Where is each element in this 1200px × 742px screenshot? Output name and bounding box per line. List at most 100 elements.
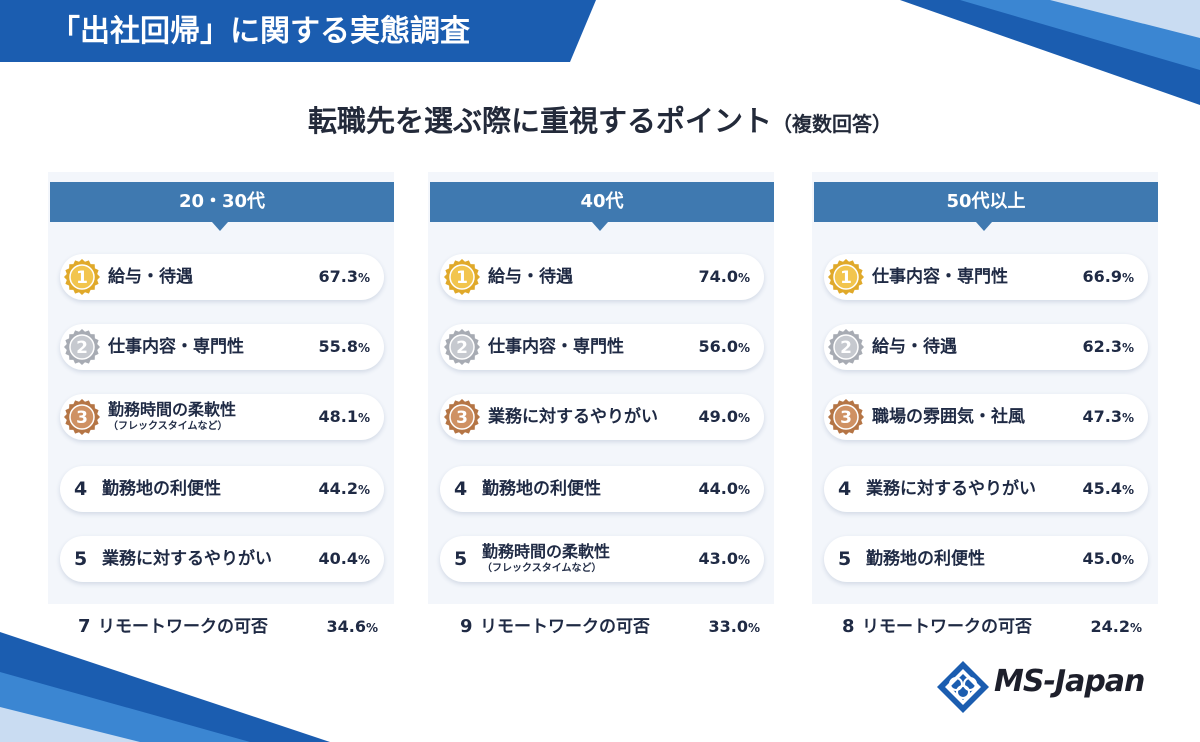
percentage-value: 48.1 (318, 407, 358, 426)
page-subtitle: 転職先を選ぶ際に重視するポイント（複数回答） (0, 98, 1200, 140)
title-banner: 「出社回帰」に関する実態調査 (0, 0, 600, 62)
item-percentage: 66.9% (1082, 254, 1134, 300)
ranking-item: 2 仕事内容・専門性 56.0% (440, 324, 764, 370)
item-label: 勤務時間の柔軟性 （フレックスタイムなど） (482, 542, 610, 576)
percentage-value: 49.0 (698, 407, 738, 426)
ms-japan-logo: MS-Japan (936, 658, 1156, 716)
percent-sign: % (357, 483, 370, 497)
column-50s-plus: 50代以上 1 仕事内容・専門性 66.9% 2 給与・待遇 62.3% 3 職場の雰囲気・社風… (812, 172, 1158, 604)
percent-sign: % (1121, 341, 1134, 355)
ranking-item: 2 給与・待遇 62.3% (824, 324, 1148, 370)
column-20-30s: 20・30代 1 給与・待遇 67.3% 2 仕事内容・専門性 55.8% 3 勤務時間の柔軟性… (48, 172, 394, 604)
item-percentage: 74.0% (698, 254, 750, 300)
item-percentage: 44.2% (318, 466, 370, 512)
item-label-main: 勤務時間の柔軟性 (482, 542, 611, 561)
ranking-item: 4 業務に対するやりがい 45.4% (824, 466, 1148, 512)
percent-sign: % (737, 553, 750, 567)
banner-title: 「出社回帰」に関する実態調査 (50, 14, 470, 49)
medal-rank-number: 2 (76, 338, 88, 358)
ranking-item: 3 職場の雰囲気・社風 47.3% (824, 394, 1148, 440)
ranking-item: 3 勤務時間の柔軟性 （フレックスタイムなど） 48.1% (60, 394, 384, 440)
silver-medal-icon: 2 (828, 329, 864, 365)
percentage-value: 45.4 (1082, 479, 1122, 498)
rank-number: 5 (74, 548, 88, 570)
item-label: 仕事内容・専門性 (872, 267, 1008, 287)
item-label: 業務に対するやりがい (488, 407, 658, 427)
item-percentage: 45.0% (1082, 536, 1134, 582)
extra-label: リモートワークの可否 (480, 617, 650, 637)
percent-sign: % (1121, 411, 1134, 425)
gold-medal-icon: 1 (444, 259, 480, 295)
item-label: 勤務地の利便性 (482, 479, 601, 499)
column-40s: 40代 1 給与・待遇 74.0% 2 仕事内容・専門性 56.0% 3 業務に対するやりがい 4… (428, 172, 774, 604)
percentage-value: 24.2 (1090, 617, 1130, 636)
medal-rank-number: 3 (840, 408, 852, 428)
decor-stripes-top-right (900, 0, 1200, 105)
ranking-item: 5 勤務時間の柔軟性 （フレックスタイムなど） 43.0% (440, 536, 764, 582)
item-label: 給与・待遇 (872, 337, 957, 357)
percent-sign: % (357, 341, 370, 355)
medal-rank-number: 1 (456, 268, 468, 288)
percentage-value: 40.4 (318, 549, 358, 568)
item-label: 業務に対するやりがい (102, 549, 272, 569)
percentage-value: 34.6 (326, 617, 366, 636)
percentage-value: 56.0 (698, 337, 738, 356)
extra-rank-number: 8 (842, 616, 855, 637)
item-label: 仕事内容・専門性 (108, 337, 244, 357)
rank-number: 5 (838, 548, 852, 570)
item-percentage: 40.4% (318, 536, 370, 582)
percent-sign: % (357, 271, 370, 285)
item-percentage: 45.4% (1082, 466, 1134, 512)
item-percentage: 44.0% (698, 466, 750, 512)
ranking-item: 4 勤務地の利便性 44.0% (440, 466, 764, 512)
percentage-value: 47.3 (1082, 407, 1122, 426)
extra-label: リモートワークの可否 (862, 617, 1032, 637)
item-percentage: 56.0% (698, 324, 750, 370)
percent-sign: % (365, 621, 378, 635)
item-label-sub: （フレックスタイムなど） (482, 563, 602, 574)
silver-medal-icon: 2 (444, 329, 480, 365)
extra-percentage: 24.2% (1090, 614, 1142, 641)
medal-rank-number: 1 (76, 268, 88, 288)
medal-rank-number: 3 (456, 408, 468, 428)
rank-number: 4 (838, 478, 852, 500)
logo-text: MS-Japan (994, 664, 1145, 699)
item-percentage: 67.3% (318, 254, 370, 300)
bronze-medal-icon: 3 (444, 399, 480, 435)
percent-sign: % (1121, 483, 1134, 497)
extra-rank-number: 7 (78, 616, 91, 637)
rank-number: 4 (454, 478, 468, 500)
percent-sign: % (1129, 621, 1142, 635)
medal-rank-number: 2 (456, 338, 468, 358)
item-label: 勤務地の利便性 (866, 549, 985, 569)
percentage-value: 43.0 (698, 549, 738, 568)
subtitle-main: 転職先を選ぶ際に重視するポイント (307, 104, 772, 138)
rank-number: 5 (454, 548, 468, 570)
item-label: 職場の雰囲気・社風 (872, 407, 1025, 427)
extra-rank-number: 9 (460, 616, 473, 637)
percent-sign: % (357, 411, 370, 425)
percentage-value: 44.0 (698, 479, 738, 498)
extra-percentage: 34.6% (326, 614, 378, 641)
bronze-medal-icon: 3 (828, 399, 864, 435)
header-pointer (212, 222, 228, 231)
ranking-item: 1 仕事内容・専門性 66.9% (824, 254, 1148, 300)
item-percentage: 47.3% (1082, 394, 1134, 440)
extra-row-50s-plus: 8 リモートワークの可否 24.2% (842, 614, 1142, 640)
percentage-value: 55.8 (318, 337, 358, 356)
medal-rank-number: 3 (76, 408, 88, 428)
column-header: 50代以上 (814, 182, 1158, 222)
item-percentage: 55.8% (318, 324, 370, 370)
ranking-item: 3 業務に対するやりがい 49.0% (440, 394, 764, 440)
subtitle-note: （複数回答） (772, 112, 892, 136)
percent-sign: % (737, 271, 750, 285)
item-percentage: 62.3% (1082, 324, 1134, 370)
percentage-value: 62.3 (1082, 337, 1122, 356)
item-label: 勤務地の利便性 (102, 479, 221, 499)
item-label-main: 勤務時間の柔軟性 (108, 400, 237, 419)
percentage-value: 74.0 (698, 267, 738, 286)
column-header: 20・30代 (50, 182, 394, 222)
item-percentage: 43.0% (698, 536, 750, 582)
percent-sign: % (357, 553, 370, 567)
medal-rank-number: 2 (840, 338, 852, 358)
